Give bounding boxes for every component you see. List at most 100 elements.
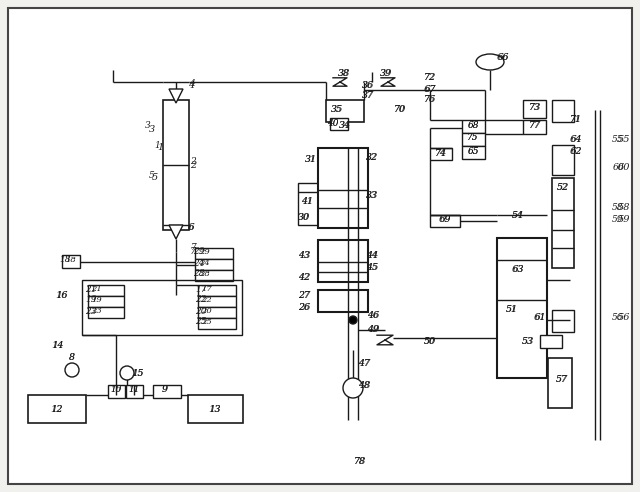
Text: 61: 61: [534, 313, 546, 322]
Polygon shape: [381, 78, 395, 86]
Text: 46: 46: [367, 311, 379, 320]
Polygon shape: [169, 225, 183, 239]
Text: 16: 16: [56, 290, 68, 300]
Bar: [318, 148, 368, 228]
Text: 2: 2: [190, 157, 196, 166]
Text: 77: 77: [529, 122, 541, 130]
Text: 35: 35: [331, 104, 343, 114]
Text: 55: 55: [612, 135, 624, 145]
Text: 46: 46: [367, 311, 380, 320]
Text: 61: 61: [534, 313, 547, 322]
Text: 1: 1: [157, 144, 163, 153]
Text: 39: 39: [380, 68, 392, 78]
Bar: [82, 280, 242, 335]
Text: 25: 25: [201, 318, 212, 326]
Text: 44: 44: [365, 250, 378, 259]
Text: 71: 71: [570, 116, 582, 124]
Text: 58: 58: [612, 204, 624, 213]
Text: 33: 33: [365, 191, 378, 201]
Text: 69: 69: [439, 215, 451, 224]
Text: 42: 42: [298, 274, 310, 282]
Text: 52: 52: [557, 184, 569, 192]
Text: 16: 16: [56, 290, 68, 300]
Text: 54: 54: [512, 211, 524, 219]
Text: 3: 3: [149, 125, 155, 134]
Text: 56: 56: [618, 313, 630, 322]
Text: 13: 13: [209, 405, 221, 414]
Bar: [153, 385, 181, 398]
Ellipse shape: [476, 54, 504, 70]
Text: 19: 19: [85, 296, 97, 305]
Text: 41: 41: [301, 197, 313, 207]
Text: 65: 65: [467, 147, 479, 155]
Polygon shape: [377, 335, 393, 345]
Bar: [330, 118, 348, 130]
Polygon shape: [333, 78, 347, 86]
Text: 7: 7: [190, 247, 196, 256]
Text: 66: 66: [497, 54, 509, 62]
Text: 21: 21: [91, 285, 102, 293]
Text: 76: 76: [424, 95, 436, 104]
Bar: [198, 296, 236, 307]
Text: 60: 60: [612, 163, 624, 173]
Bar: [28, 395, 86, 423]
Text: 5: 5: [152, 174, 158, 183]
Circle shape: [120, 366, 134, 380]
Text: 4: 4: [189, 80, 195, 89]
Text: 15: 15: [132, 369, 144, 377]
Text: 39: 39: [380, 68, 392, 78]
Text: 45: 45: [365, 263, 378, 272]
Text: 38: 38: [339, 69, 349, 79]
Text: 72: 72: [424, 73, 436, 83]
Text: 78: 78: [354, 458, 366, 466]
Text: 78: 78: [355, 458, 365, 466]
Text: 6: 6: [189, 223, 195, 233]
Text: 10: 10: [111, 386, 122, 394]
Text: 69: 69: [439, 215, 451, 224]
Text: 7: 7: [191, 244, 197, 252]
Bar: [462, 133, 485, 146]
Text: 5: 5: [149, 171, 155, 180]
Text: 68: 68: [467, 121, 479, 129]
Text: 8: 8: [69, 353, 75, 363]
Text: 66: 66: [497, 54, 509, 62]
Text: 4: 4: [188, 81, 194, 90]
Text: 67: 67: [424, 86, 436, 94]
Text: 6: 6: [188, 223, 194, 233]
Text: 17: 17: [201, 285, 212, 293]
Text: 64: 64: [570, 135, 582, 145]
Text: 24: 24: [193, 258, 205, 268]
Bar: [552, 145, 574, 175]
Text: 72: 72: [424, 73, 436, 83]
Text: 27: 27: [298, 291, 310, 301]
Bar: [88, 307, 124, 318]
Text: 70: 70: [394, 105, 406, 115]
Text: 28: 28: [193, 270, 205, 278]
Bar: [552, 310, 574, 332]
Text: 25: 25: [195, 317, 207, 327]
Text: 43: 43: [298, 250, 310, 259]
Text: 55: 55: [618, 135, 630, 145]
Text: 53: 53: [522, 337, 534, 345]
Text: 57: 57: [556, 375, 568, 385]
Circle shape: [343, 378, 363, 398]
Text: 18: 18: [65, 256, 76, 264]
Text: 38: 38: [338, 69, 350, 79]
Text: 63: 63: [512, 266, 524, 275]
Bar: [326, 100, 364, 122]
Bar: [198, 318, 236, 329]
Text: 47: 47: [358, 359, 370, 368]
Bar: [298, 183, 318, 225]
Text: 40: 40: [327, 119, 339, 127]
Text: 51: 51: [506, 306, 518, 314]
Bar: [523, 120, 546, 134]
Text: 33: 33: [366, 191, 378, 201]
Text: 29: 29: [199, 248, 210, 256]
Text: 59: 59: [612, 215, 624, 224]
Circle shape: [349, 316, 357, 324]
Text: 19: 19: [91, 296, 102, 304]
Text: 74: 74: [435, 149, 447, 157]
Text: 47: 47: [358, 359, 371, 368]
Text: 34: 34: [339, 122, 351, 130]
Text: 50: 50: [424, 338, 436, 346]
